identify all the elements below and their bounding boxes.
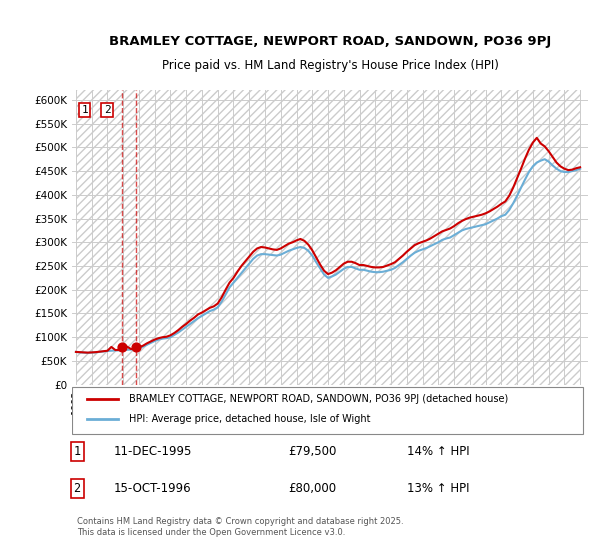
Text: 15-OCT-1996: 15-OCT-1996 [113,482,191,495]
Text: BRAMLEY COTTAGE, NEWPORT ROAD, SANDOWN, PO36 9PJ: BRAMLEY COTTAGE, NEWPORT ROAD, SANDOWN, … [109,35,551,48]
Text: 1: 1 [74,445,81,458]
Text: BRAMLEY COTTAGE, NEWPORT ROAD, SANDOWN, PO36 9PJ (detached house): BRAMLEY COTTAGE, NEWPORT ROAD, SANDOWN, … [129,394,508,404]
Text: £79,500: £79,500 [289,445,337,458]
Text: 1: 1 [82,105,88,115]
Text: 2: 2 [104,105,110,115]
Text: 11-DEC-1995: 11-DEC-1995 [113,445,191,458]
Text: 13% ↑ HPI: 13% ↑ HPI [407,482,470,495]
Text: 2: 2 [74,482,81,495]
FancyBboxPatch shape [72,387,583,433]
Point [131,342,140,351]
Point [117,343,127,352]
Text: HPI: Average price, detached house, Isle of Wight: HPI: Average price, detached house, Isle… [129,414,370,424]
Text: Price paid vs. HM Land Registry's House Price Index (HPI): Price paid vs. HM Land Registry's House … [161,59,499,72]
Text: £80,000: £80,000 [289,482,337,495]
Text: 14% ↑ HPI: 14% ↑ HPI [407,445,470,458]
Text: Contains HM Land Registry data © Crown copyright and database right 2025.
This d: Contains HM Land Registry data © Crown c… [77,517,404,536]
